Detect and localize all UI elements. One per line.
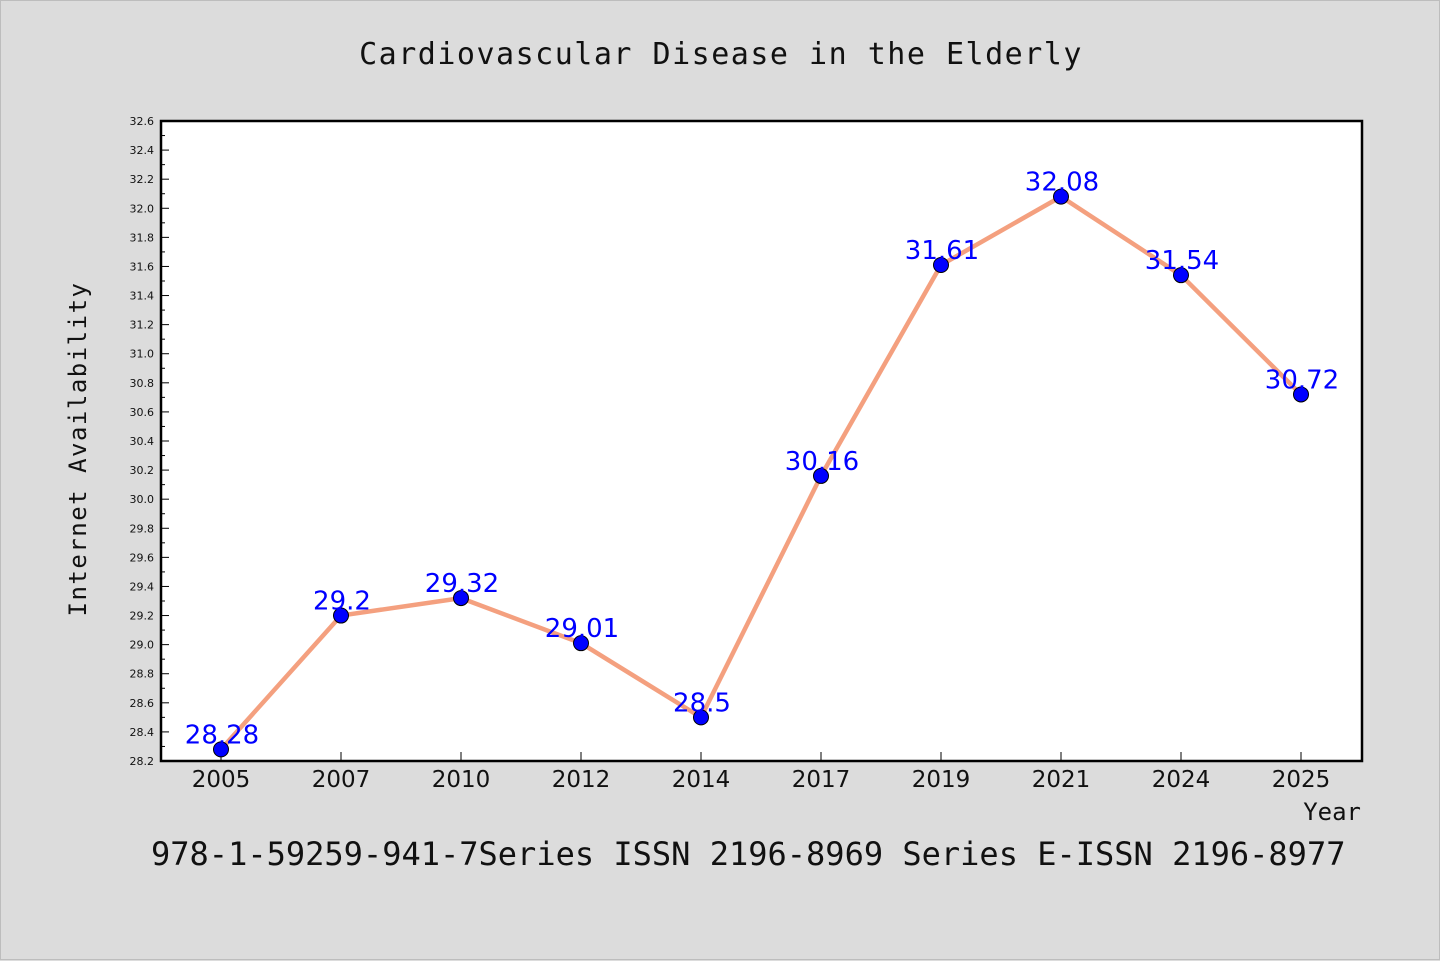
data-label: 31.54 [1145,246,1219,276]
y-tick-label: 32.0 [130,202,155,215]
y-tick-label: 30.0 [130,493,155,506]
data-point-marker [1053,188,1069,205]
y-tick-label: 30.6 [130,406,155,419]
series-group [213,188,1309,758]
y-tick-label: 29.8 [130,522,155,535]
data-label: 32.08 [1025,168,1099,198]
y-tick-label: 32.6 [130,115,155,128]
x-tick-label: 2024 [1152,767,1211,793]
data-point-marker [213,741,229,758]
y-tick-label: 32.4 [130,144,155,157]
data-label: 29.2 [313,587,371,617]
x-tick-label: 2014 [672,767,731,793]
x-tick-label: 2010 [432,767,491,793]
y-tick-label: 29.0 [130,639,155,652]
x-tick-label: 2025 [1272,767,1331,793]
y-tick-label: 31.6 [130,260,155,273]
y-tick-label: 31.0 [130,348,155,361]
x-tick-label: 2021 [1032,767,1091,793]
data-point-marker [933,257,949,273]
y-tick-label: 29.6 [130,551,155,564]
y-tick-label: 30.8 [130,377,155,390]
x-tick-label: 2007 [312,767,371,793]
y-tick-label: 30.4 [130,435,155,448]
x-axis-label: Year [1303,798,1361,826]
data-point-marker [1173,267,1189,284]
y-tick-label: 28.8 [130,668,155,681]
y-tick-label: 28.6 [130,697,155,710]
y-tick-label: 30.2 [130,464,155,477]
y-axis-ticks: 28.2 28.4 28.6 28.8 29.0 29.2 29.4 29.6 29.8 30.0… [130,115,169,768]
x-tick-label: 2017 [792,767,851,793]
data-point-marker [1293,386,1309,403]
x-axis-ticks: 2005 2007 2010 2012 2014 2017 2019 2021 2024 2025 [192,752,1331,793]
data-point-marker [813,467,829,484]
data-label: 30.72 [1265,365,1339,395]
x-tick-label: 2019 [912,767,971,793]
data-label: 28.5 [673,688,731,718]
y-tick-label: 32.2 [130,173,155,186]
y-tick-label: 31.8 [130,231,155,244]
x-tick-label: 2005 [192,767,251,793]
y-tick-label: 31.2 [130,319,155,332]
series-line [219,194,1303,751]
y-tick-label: 28.2 [130,755,155,768]
data-label: 30.16 [785,447,859,477]
y-axis-label: Internet Availability [64,282,92,617]
y-tick-label: 29.2 [130,610,155,623]
y-tick-label: 28.4 [130,726,155,739]
data-label: 28.28 [185,720,259,750]
data-label: 29.32 [425,569,499,599]
y-tick-label: 31.4 [130,290,155,303]
data-point-marker [573,635,589,652]
x-tick-label: 2012 [552,767,611,793]
data-point-marker [453,590,469,607]
footer-isbn-issn: 978-1-59259-941-7Series ISSN 2196-8969 S… [151,835,1345,873]
y-tick-label: 29.4 [130,580,155,593]
data-label: 31.61 [905,236,979,266]
chart-title: Cardiovascular Disease in the Elderly [359,37,1083,72]
data-labels-group: 28.28 29.2 29.32 29.01 28.5 30.16 31.61 32.08 31… [185,168,1339,751]
data-label: 29.01 [545,614,619,644]
data-point-marker [693,709,709,726]
data-point-marker [333,607,349,624]
plot-area [159,119,1364,763]
